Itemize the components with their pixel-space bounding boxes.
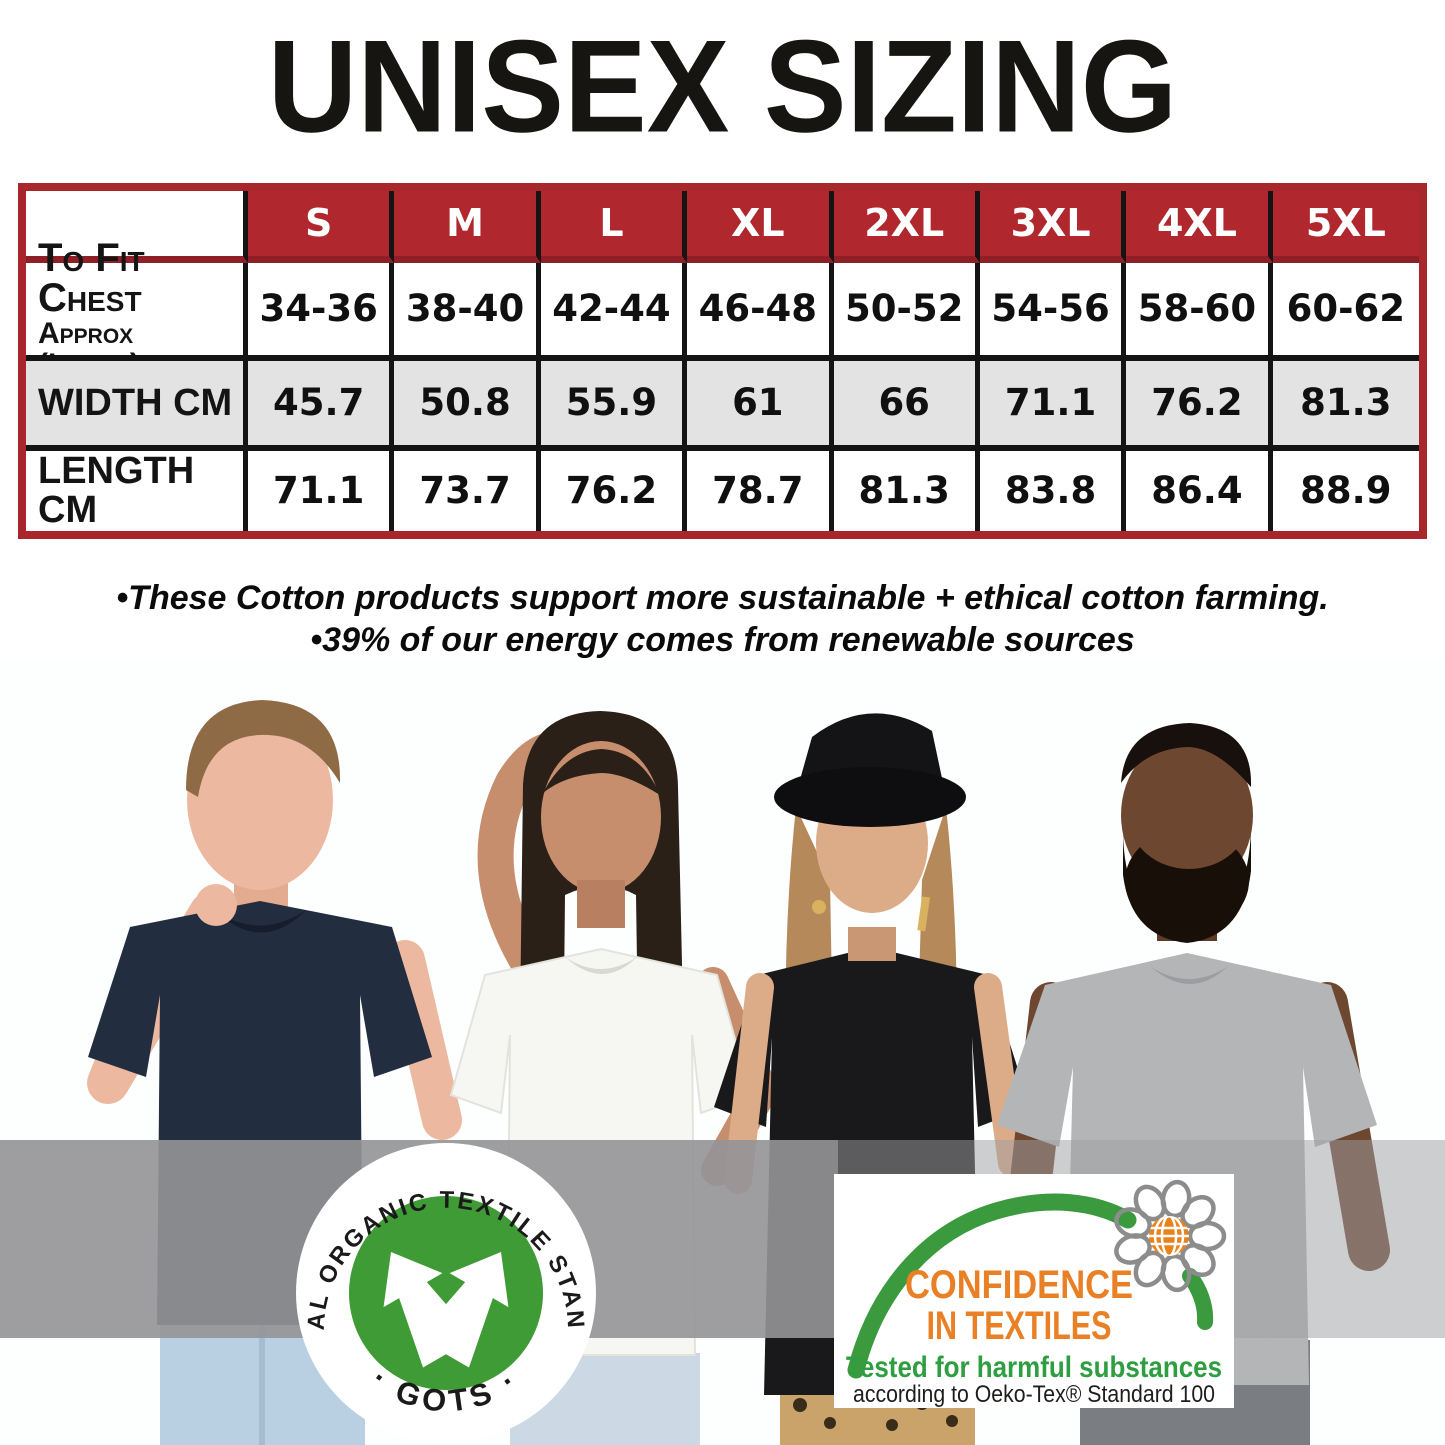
- oeko-green-arc: [847, 1193, 1137, 1379]
- oeko-line1: CONFIDENCE: [905, 1263, 1133, 1307]
- table-cell: 61: [687, 354, 834, 445]
- table-cell: 55.9: [540, 354, 688, 445]
- table-cell: 42-44: [541, 262, 688, 355]
- table-cell: 58-60: [1126, 262, 1273, 355]
- oeko-tex-logo: CONFIDENCE IN TEXTILES Tested for harmfu…: [834, 1174, 1234, 1408]
- oeko-globe-icon: [1149, 1216, 1189, 1256]
- gots-logo: GLOBAL ORGANIC TEXTILE STANDARD · GOTS ·: [295, 1142, 596, 1443]
- size-header-s: S: [248, 190, 395, 263]
- model-navy-tshirt: [87, 700, 462, 1445]
- gots-green-circle: [349, 1196, 543, 1390]
- table-cell: 46-48: [687, 262, 834, 355]
- row-label-chest-line1: To Fit Chest: [38, 235, 145, 321]
- oeko-line4: according to Oeko-Tex® Standard 100: [853, 1381, 1215, 1408]
- table-cell: 81.3: [833, 444, 980, 531]
- note-line-2: •39% of our energy comes from renewable …: [310, 621, 1135, 660]
- table-cell: 83.8: [979, 444, 1127, 531]
- table-cell: 45.7: [248, 354, 395, 445]
- table-corner-cell: [26, 190, 248, 263]
- size-header-5xl: 5XL: [1272, 190, 1419, 263]
- table-cell: 50-52: [834, 262, 980, 355]
- sustainability-notes: •These Cotton products support more sust…: [0, 577, 1445, 661]
- note-line-1: •These Cotton products support more sust…: [116, 578, 1329, 617]
- table-cell: 81.3: [1272, 354, 1419, 445]
- table-cell: 38-40: [394, 262, 541, 355]
- table-cell: 86.4: [1126, 444, 1273, 531]
- table-cell: 71.1: [248, 444, 395, 531]
- gots-shirt-icon: [383, 1252, 509, 1368]
- size-header-2xl: 2XL: [833, 190, 980, 263]
- size-header-l: L: [540, 190, 688, 263]
- row-label-length: LENGTH CM: [26, 444, 248, 531]
- oeko-flower-icon: [1114, 1179, 1227, 1293]
- table-cell: 76.2: [1126, 354, 1273, 445]
- size-header-4xl: 4XL: [1126, 190, 1273, 263]
- size-table: S M L XL 2XL 3XL 4XL 5XL To Fit Chest Ap…: [18, 182, 1427, 539]
- oeko-line2: IN TEXTILES: [927, 1304, 1112, 1348]
- table-cell: 54-56: [980, 262, 1127, 355]
- size-header-3xl: 3XL: [979, 190, 1127, 263]
- models-photo-strip: GLOBAL ORGANIC TEXTILE STANDARD · GOTS ·: [0, 660, 1445, 1445]
- oeko-line3: Tested for harmful substances: [846, 1351, 1222, 1384]
- row-label-chest: To Fit Chest Approx (Inches): [26, 237, 248, 380]
- table-cell: 66: [833, 354, 980, 445]
- table-cell: 88.9: [1272, 444, 1419, 531]
- row-label-width: WIDTH CM: [26, 354, 248, 445]
- table-cell: 78.7: [687, 444, 834, 531]
- size-header-m: M: [394, 190, 541, 263]
- page-title: UNISEX SIZING: [267, 13, 1178, 161]
- table-cell: 60-62: [1286, 287, 1405, 331]
- table-cell: 34-36: [248, 262, 395, 355]
- table-cell: 50.8: [394, 354, 541, 445]
- table-cell: 71.1: [979, 354, 1127, 445]
- table-cell: 76.2: [540, 444, 688, 531]
- table-cell: 73.7: [394, 444, 541, 531]
- size-header-xl: XL: [687, 190, 834, 263]
